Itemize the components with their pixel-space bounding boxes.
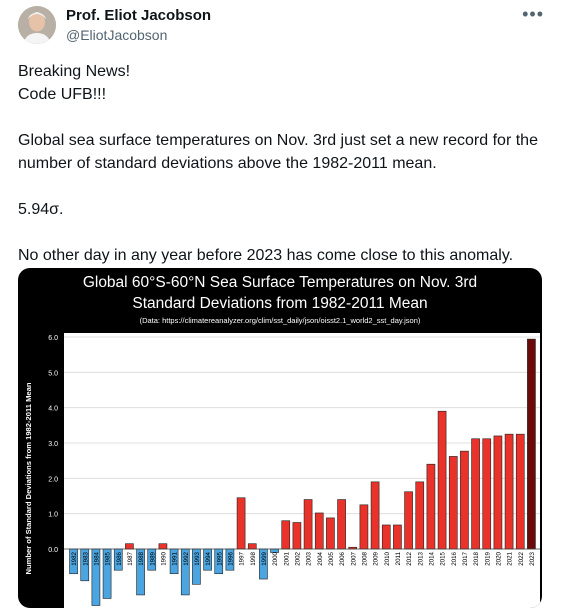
y-tick-label: 1.0 (48, 512, 58, 519)
x-tick-label: 1995 (216, 551, 223, 565)
x-tick-label: 1984 (93, 551, 100, 565)
bar (515, 433, 525, 550)
x-tick-label: 1990 (160, 551, 167, 565)
bar (281, 520, 291, 550)
bar (359, 504, 369, 550)
x-tick-label: 1993 (194, 551, 201, 565)
x-tick-label: 2015 (440, 551, 447, 565)
chart-image[interactable]: Global 60°S-60°N Sea Surface Temperature… (18, 268, 542, 608)
chart-source: (Data: https://climatereanalyzer.org/cli… (139, 316, 421, 325)
x-tick-label: 2005 (328, 551, 335, 565)
x-tick-label: 1988 (138, 551, 145, 565)
x-tick-label: 2008 (361, 551, 368, 565)
x-tick-label: 2022 (518, 551, 525, 565)
bar (471, 438, 480, 550)
y-tick-label: 6.0 (48, 335, 58, 342)
tweet-paragraph: No other day in any year before 2023 has… (18, 247, 514, 264)
bar (303, 499, 313, 550)
y-tick-label: 3.0 (48, 441, 58, 448)
x-tick-label: 2002 (294, 551, 301, 565)
bar (393, 524, 402, 550)
y-tick-label: 5.0 (48, 370, 58, 377)
bar (247, 543, 257, 550)
bar (326, 517, 335, 550)
bar (337, 499, 346, 550)
bar (415, 481, 425, 550)
x-tick-label: 2003 (306, 551, 313, 565)
x-tick-label: 1999 (261, 551, 268, 565)
chart-title: Global 60°S-60°N Sea Surface Temperature… (82, 274, 478, 291)
bar (125, 543, 134, 550)
x-tick-label: 2023 (529, 551, 536, 565)
x-tick-label: 2006 (339, 551, 346, 565)
x-tick-label: 1996 (227, 551, 234, 565)
x-tick-label: 2009 (373, 551, 380, 565)
y-tick-label: 2.0 (48, 476, 58, 483)
x-tick-label: 1983 (82, 551, 89, 565)
y-tick-label: 4.0 (48, 406, 58, 413)
x-tick-label: 1987 (127, 551, 134, 565)
x-tick-label: 2013 (417, 551, 424, 565)
bar (426, 463, 436, 550)
x-tick-label: 1992 (183, 551, 190, 565)
x-tick-label: 1985 (105, 551, 112, 565)
x-tick-label: 2007 (350, 551, 357, 565)
author-name[interactable]: Prof. Eliot Jacobson (66, 7, 212, 24)
tweet-text: Breaking News! Code UFB!!! Global sea su… (18, 60, 548, 267)
bar (437, 410, 447, 550)
x-tick-label: 2020 (495, 551, 502, 565)
bar (292, 522, 302, 550)
bar (448, 456, 458, 550)
x-tick-label: 2019 (484, 551, 491, 565)
bar (370, 481, 380, 550)
x-tick-label: 1997 (239, 551, 246, 565)
x-tick-label: 2004 (317, 551, 324, 565)
y-tick-label: 0.0 (48, 547, 58, 554)
author-handle[interactable]: @EliotJacobson (66, 27, 168, 43)
tweet-paragraph: Global sea surface temperatures on Nov. … (18, 132, 543, 172)
bar (381, 524, 391, 550)
bar (527, 338, 536, 550)
tweet-author: Prof. Eliot Jacobson @EliotJacobson (66, 6, 211, 45)
x-tick-label: 1982 (71, 551, 78, 565)
x-tick-label: 1986 (116, 551, 123, 565)
profile-photo-icon (18, 6, 56, 44)
x-tick-label: 1994 (205, 551, 212, 565)
x-tick-label: 2016 (451, 551, 458, 565)
x-tick-label: 2012 (406, 551, 413, 565)
x-tick-label: 2011 (395, 551, 402, 565)
x-tick-label: 2001 (283, 551, 290, 565)
bar (504, 433, 514, 550)
x-tick-label: 1998 (250, 551, 257, 565)
bar (460, 450, 469, 550)
avatar[interactable] (18, 6, 56, 44)
x-tick-label: 1989 (149, 551, 156, 565)
x-tick-label: 2021 (507, 551, 514, 565)
x-tick-label: 2010 (384, 551, 391, 565)
x-tick-label: 2000 (272, 551, 279, 565)
x-tick-label: 1991 (172, 551, 179, 565)
x-tick-label: 2017 (462, 551, 469, 565)
bar (158, 543, 168, 550)
bar (493, 435, 503, 550)
bar-chart: 6.0 5.0 4.0 3.0 2.0 1.0 0.0 1982 1983 1984 1985 198… (24, 333, 540, 608)
bar (314, 512, 324, 550)
bar (482, 438, 492, 550)
x-tick-label: 2014 (428, 551, 435, 565)
more-horizontal-icon[interactable]: ••• (522, 4, 544, 24)
chart-subtitle: Standard Deviations from 1982-2011 Mean (132, 295, 428, 312)
x-tick-label: 2018 (473, 551, 480, 565)
y-axis-label: Number of Standard Deviations from 1982-… (24, 382, 33, 574)
bar (404, 491, 413, 550)
bar (236, 497, 246, 550)
tweet-paragraph: Breaking News! Code UFB!!! (18, 63, 131, 103)
tweet-paragraph: 5.94σ. (18, 201, 64, 218)
